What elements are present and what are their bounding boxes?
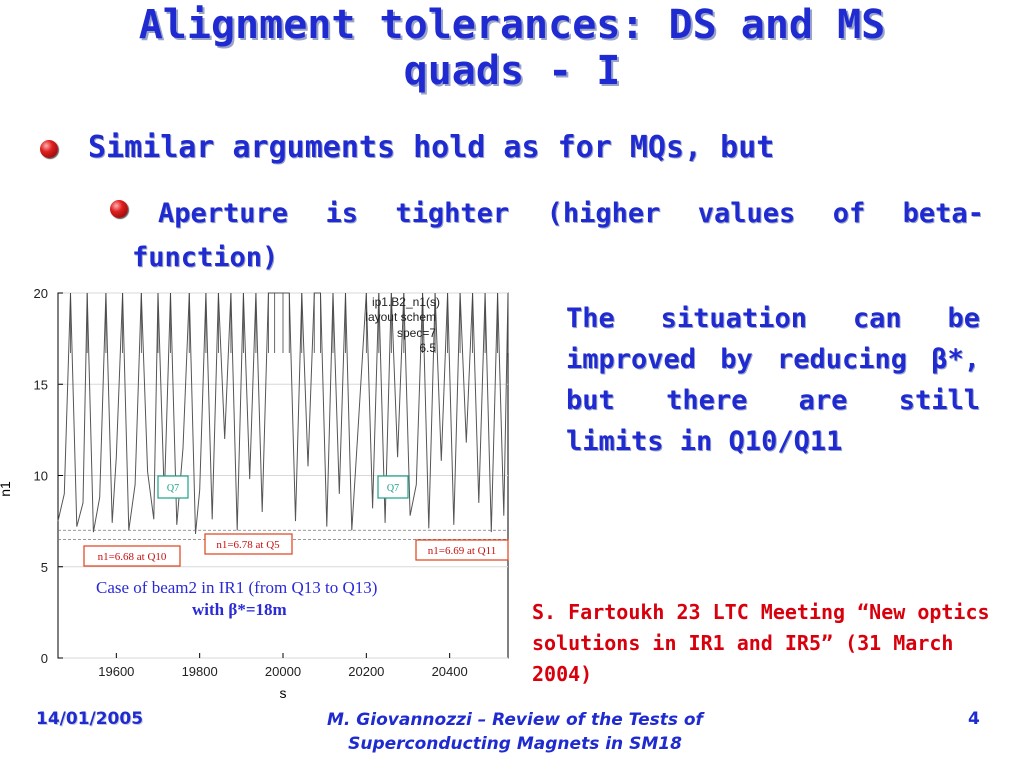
bullet-2-word: of <box>832 198 866 229</box>
x-tick-label: 19800 <box>182 664 218 679</box>
red-bullet-icon <box>110 200 128 218</box>
footer-date: 14/01/2005 <box>36 709 144 729</box>
x-tick-label: 19600 <box>98 664 134 679</box>
case-annotation: Case of beam2 in IR1 (from Q13 to Q13) <box>96 578 377 597</box>
y-tick-label: 0 <box>41 651 48 666</box>
legend-entry: layout schem <box>365 310 436 324</box>
n1-series-line <box>57 292 509 534</box>
y-tick-label: 20 <box>34 286 48 301</box>
q7-left-box <box>157 475 189 499</box>
bullet-2-word: (higher <box>546 198 661 229</box>
q7-right-box <box>377 475 409 499</box>
x-axis-label: s <box>280 685 287 701</box>
q10-callout-label: n1=6.68 at Q10 <box>98 551 167 563</box>
x-tick-label: 20400 <box>432 664 468 679</box>
footer-author-line-2: Superconducting Magnets in SM18 <box>348 734 682 754</box>
situation-note: The situation can be improved by reducin… <box>566 303 980 457</box>
q5-callout-label: n1=6.78 at Q5 <box>216 539 280 551</box>
q11-callout-label: n1=6.69 at Q11 <box>428 545 496 557</box>
n1-series <box>57 292 509 534</box>
reference-citation: S. Fartoukh 23 LTC Meeting “New optics s… <box>532 600 990 686</box>
x-tick-label: 20000 <box>265 664 301 679</box>
footer-author-line-1: M. Giovannozzi – Review of the Tests of <box>327 710 703 730</box>
q10-callout <box>83 545 181 567</box>
y-tick-label: 15 <box>34 377 48 392</box>
q7-right-label: Q7 <box>387 483 399 494</box>
y-axis-label: n1 <box>0 481 13 497</box>
title-line-1: Alignment tolerances: DS and MS <box>138 2 886 48</box>
bullet-2-word: values <box>697 198 796 229</box>
footer-author: M. Giovannozzi – Review of the Tests of … <box>290 708 740 756</box>
bullet-2-word: Aperture <box>158 198 289 229</box>
bullet-1-text: Similar arguments hold as for MQs, but <box>88 130 775 165</box>
bullet-2-word: tighter <box>395 198 510 229</box>
q5-callout <box>204 533 293 555</box>
q11-callout <box>415 539 509 561</box>
q7-left-label: Q7 <box>167 483 179 494</box>
y-tick-label: 5 <box>41 560 48 575</box>
aperture-plot: 19600 19800 20000 20200 20400 0 5 10 15 20 ip1.B2… <box>0 286 509 701</box>
title-line-2: quads - I <box>403 48 621 94</box>
plot-ticks: 19600 19800 20000 20200 20400 0 5 10 15 20 <box>34 286 468 679</box>
y-tick-label: 10 <box>34 469 48 484</box>
legend-entry: spec=7 <box>397 326 436 340</box>
x-tick-label: 20200 <box>348 664 384 679</box>
legend-entry: 6.5 <box>419 341 436 355</box>
legend-entry: ip1.B2_n1(s) <box>372 295 440 309</box>
slide-title: Alignment tolerances: DS and MS quads - … <box>40 2 984 94</box>
bullet-2-word: is <box>325 198 358 229</box>
bullet-2-text-line-2: function) <box>132 242 279 273</box>
red-bullet-icon <box>40 140 58 158</box>
beta-annotation: with β*=18m <box>192 600 287 619</box>
bullet-2-text-line-1: Aperture is tighter (higher values of be… <box>158 198 984 229</box>
bullet-2-word: beta- <box>902 198 984 229</box>
footer-page-number: 4 <box>968 709 980 729</box>
